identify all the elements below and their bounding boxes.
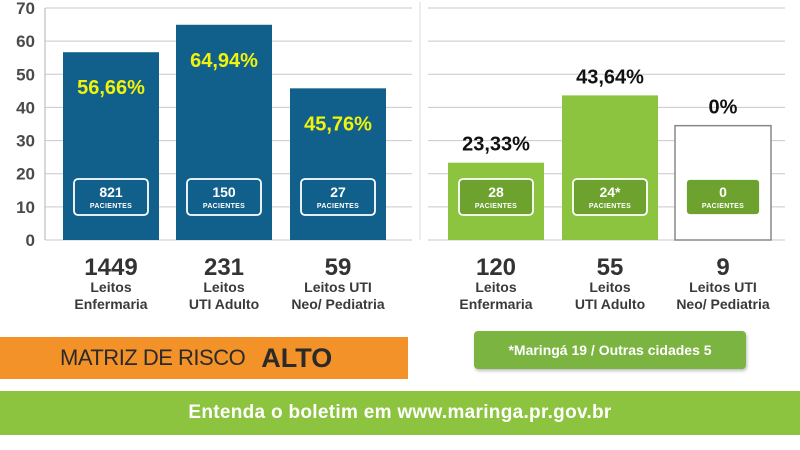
patients-count: 27	[330, 184, 346, 200]
y-tick-label: 70	[16, 0, 35, 18]
patients-unit-label: PACIENTES	[589, 203, 631, 210]
category-label: Leitos UTI	[304, 279, 372, 295]
patients-unit-label: PACIENTES	[475, 203, 517, 210]
risk-matrix-label: MATRIZ DE RISCO	[60, 345, 246, 370]
patients-count: 0	[719, 184, 727, 200]
risk-matrix-banner: MATRIZ DE RISCO ALTO	[0, 337, 408, 379]
bar-value-label: 43,64%	[576, 66, 644, 88]
category-label: Leitos	[203, 279, 244, 295]
patients-unit-label: PACIENTES	[702, 203, 744, 210]
bar-value-label: 64,94%	[190, 50, 258, 72]
category-label: Neo/ Pediatria	[676, 296, 770, 312]
category-label: Enfermaria	[74, 296, 147, 312]
patients-unit-label: PACIENTES	[90, 203, 132, 210]
total-beds: 231	[204, 254, 244, 281]
category-label: Leitos	[589, 279, 630, 295]
bar	[562, 95, 658, 241]
patients-count: 150	[212, 184, 236, 200]
total-beds: 1449	[84, 254, 137, 281]
bar-value-label: 45,76%	[304, 113, 372, 135]
footnote-box: *Maringá 19 / Outras cidades 5	[474, 331, 746, 369]
patients-badge	[300, 178, 376, 216]
category-label: Leitos	[90, 279, 131, 295]
bar-value-label: 0%	[709, 97, 738, 119]
y-tick-label: 40	[16, 98, 35, 117]
patients-count: 28	[488, 184, 504, 200]
total-beds: 9	[716, 254, 729, 281]
category-label: UTI Adulto	[575, 296, 645, 312]
patients-count: 821	[99, 184, 123, 200]
y-tick-label: 50	[16, 65, 35, 84]
patients-unit-label: PACIENTES	[203, 203, 245, 210]
total-beds: 120	[476, 254, 516, 281]
y-tick-label: 10	[16, 198, 35, 217]
chart-area: 01020304050607056,66%821PACIENTES1449Lei…	[16, 0, 785, 312]
bar-value-label: 56,66%	[77, 77, 145, 99]
y-tick-label: 60	[16, 32, 35, 51]
patients-badge	[73, 178, 149, 216]
total-beds: 59	[325, 254, 352, 281]
patients-badge	[458, 178, 534, 216]
y-tick-label: 20	[16, 165, 35, 184]
category-label: Leitos	[475, 279, 516, 295]
patients-count: 24*	[599, 184, 621, 200]
bar	[290, 88, 386, 240]
y-tick-label: 30	[16, 132, 35, 151]
footer-link-text[interactable]: Entenda o boletim em www.maringa.pr.gov.…	[188, 402, 612, 423]
category-label: Enfermaria	[459, 296, 532, 312]
bar-value-label: 23,33%	[462, 134, 530, 156]
y-tick-label: 0	[26, 231, 35, 250]
category-label: UTI Adulto	[189, 296, 259, 312]
footer-bar[interactable]: Entenda o boletim em www.maringa.pr.gov.…	[0, 391, 800, 435]
patients-badge	[572, 178, 648, 216]
patients-unit-label: PACIENTES	[317, 203, 359, 210]
patients-badge	[685, 178, 761, 216]
risk-level-value: ALTO	[261, 342, 333, 373]
patients-badge	[186, 178, 262, 216]
total-beds: 55	[597, 254, 624, 281]
category-label: Leitos UTI	[689, 279, 757, 295]
category-label: Neo/ Pediatria	[291, 296, 385, 312]
